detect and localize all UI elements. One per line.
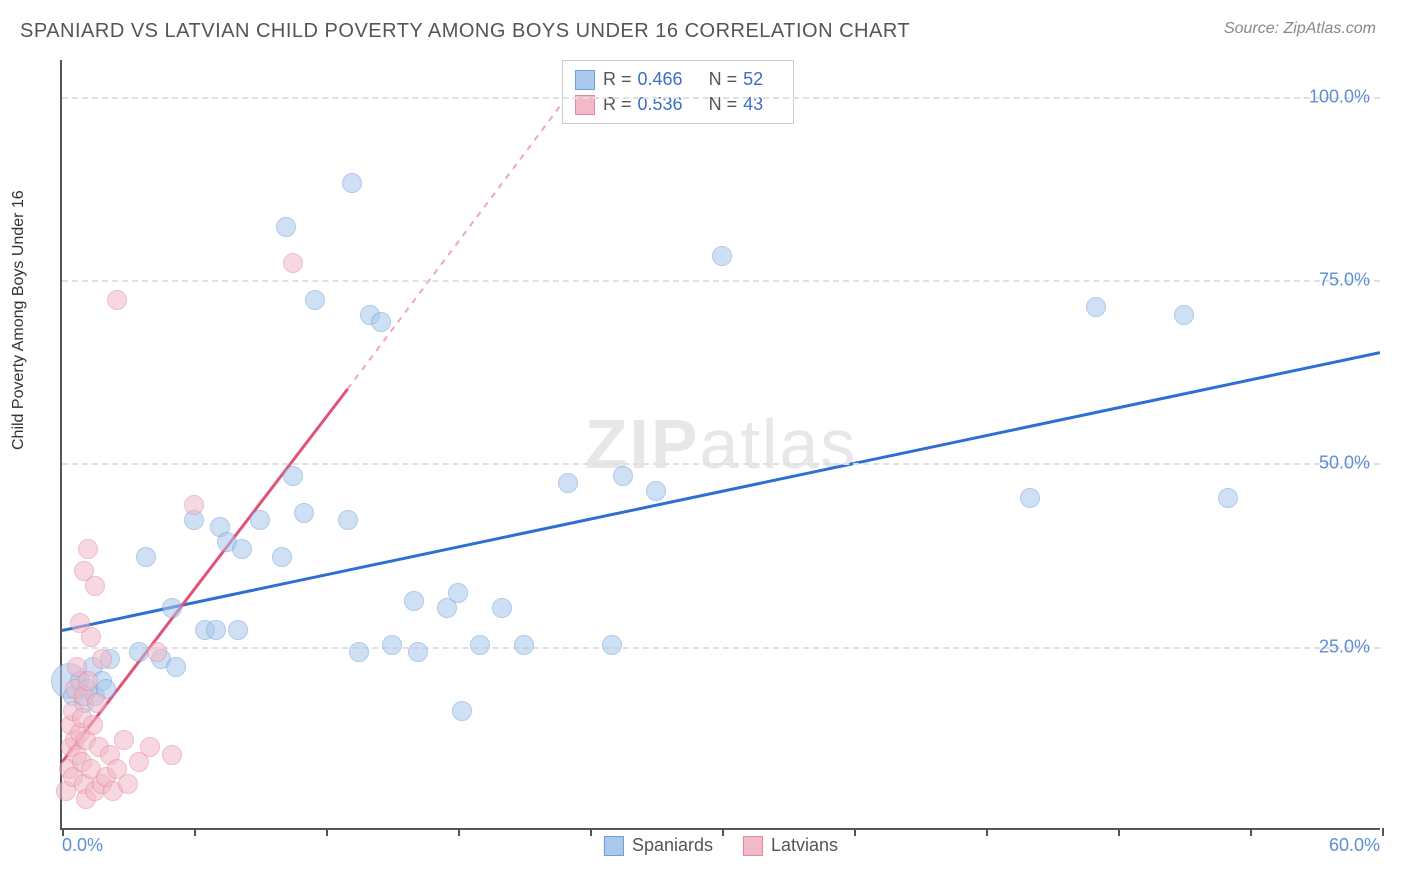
scatter-point: [147, 642, 167, 662]
scatter-point: [118, 774, 138, 794]
scatter-point: [613, 466, 633, 486]
x-tick-label: 0.0%: [62, 835, 103, 856]
scatter-point: [107, 290, 127, 310]
scatter-point: [228, 620, 248, 640]
x-tick-label: 60.0%: [1329, 835, 1380, 856]
scatter-point: [162, 745, 182, 765]
scatter-point: [305, 290, 325, 310]
scatter-point: [712, 246, 732, 266]
watermark-bold: ZIP: [585, 405, 700, 483]
scatter-point: [78, 671, 98, 691]
scatter-point: [1086, 297, 1106, 317]
scatter-point: [1218, 488, 1238, 508]
x-tick: [458, 828, 460, 836]
gridline: [62, 463, 1380, 465]
scatter-point: [408, 642, 428, 662]
x-tick: [854, 828, 856, 836]
scatter-point: [1174, 305, 1194, 325]
trend-line: [62, 353, 1380, 631]
chart-title: SPANIARD VS LATVIAN CHILD POVERTY AMONG …: [20, 20, 910, 43]
scatter-point: [114, 730, 134, 750]
scatter-point: [283, 466, 303, 486]
scatter-point: [162, 598, 182, 618]
trend-lines-svg: [62, 60, 1380, 828]
scatter-point: [514, 635, 534, 655]
swatch-icon: [743, 836, 763, 856]
scatter-point: [404, 591, 424, 611]
y-tick-label: 75.0%: [1319, 270, 1370, 291]
scatter-point: [250, 510, 270, 530]
scatter-point: [78, 539, 98, 559]
scatter-point: [272, 547, 292, 567]
gridline: [62, 280, 1380, 282]
scatter-point: [492, 598, 512, 618]
y-tick-label: 25.0%: [1319, 636, 1370, 657]
scatter-point: [81, 627, 101, 647]
scatter-point: [371, 312, 391, 332]
scatter-point: [276, 217, 296, 237]
y-tick-label: 100.0%: [1309, 86, 1370, 107]
legend-item: Latvians: [743, 835, 838, 856]
swatch-icon: [604, 836, 624, 856]
plot-area: ZIPatlas R =0.466N =52R =0.536N =43 Span…: [60, 60, 1380, 830]
x-tick: [722, 828, 724, 836]
scatter-point: [452, 701, 472, 721]
scatter-point: [294, 503, 314, 523]
scatter-point: [646, 481, 666, 501]
gridline: [62, 97, 1380, 99]
legend-item: Spaniards: [604, 835, 713, 856]
x-tick: [1382, 828, 1384, 836]
scatter-point: [206, 620, 226, 640]
scatter-point: [83, 715, 103, 735]
scatter-point: [470, 635, 490, 655]
watermark-light: atlas: [700, 405, 858, 483]
stats-row: R = 0.466 N =52: [575, 67, 781, 92]
scatter-point: [349, 642, 369, 662]
scatter-point: [140, 737, 160, 757]
scatter-point: [338, 510, 358, 530]
scatter-point: [232, 539, 252, 559]
scatter-point: [136, 547, 156, 567]
scatter-point: [283, 253, 303, 273]
n-value: 52: [743, 69, 763, 90]
x-tick: [326, 828, 328, 836]
r-label: R =: [603, 69, 632, 90]
y-tick-label: 50.0%: [1319, 453, 1370, 474]
x-tick: [986, 828, 988, 836]
scatter-point: [342, 173, 362, 193]
legend-label: Spaniards: [632, 835, 713, 856]
scatter-point: [448, 583, 468, 603]
legend-label: Latvians: [771, 835, 838, 856]
scatter-point: [92, 649, 112, 669]
series-legend: Spaniards Latvians: [604, 835, 838, 856]
x-tick: [1118, 828, 1120, 836]
scatter-point: [382, 635, 402, 655]
gridline: [62, 647, 1380, 649]
trend-line-dashed: [348, 67, 590, 389]
scatter-point: [558, 473, 578, 493]
x-tick: [590, 828, 592, 836]
scatter-point: [602, 635, 622, 655]
scatter-point: [85, 576, 105, 596]
scatter-point: [166, 657, 186, 677]
source-attribution: Source: ZipAtlas.com: [1224, 20, 1376, 38]
scatter-point: [87, 693, 107, 713]
n-label: N =: [709, 69, 738, 90]
r-value: 0.466: [638, 69, 683, 90]
correlation-stats-box: R =0.466N =52R =0.536N =43: [562, 60, 794, 124]
swatch-icon: [575, 70, 595, 90]
scatter-point: [1020, 488, 1040, 508]
scatter-point: [184, 495, 204, 515]
x-tick: [194, 828, 196, 836]
y-axis-label: Child Poverty Among Boys Under 16: [10, 190, 28, 450]
x-tick: [1250, 828, 1252, 836]
